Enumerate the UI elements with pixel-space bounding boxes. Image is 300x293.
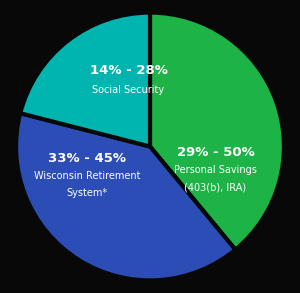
Text: 29% - 50%: 29% - 50% <box>177 146 254 159</box>
Text: Wisconsin Retirement: Wisconsin Retirement <box>34 171 140 181</box>
Wedge shape <box>20 13 150 146</box>
Wedge shape <box>150 13 284 250</box>
Text: 14% - 28%: 14% - 28% <box>89 64 167 77</box>
Text: System*: System* <box>66 188 107 198</box>
Text: Social Security: Social Security <box>92 85 164 95</box>
Text: (403(b), IRA): (403(b), IRA) <box>184 183 247 193</box>
Text: 33% - 45%: 33% - 45% <box>48 152 126 165</box>
Text: Personal Savings: Personal Savings <box>174 165 257 175</box>
Wedge shape <box>16 113 235 280</box>
